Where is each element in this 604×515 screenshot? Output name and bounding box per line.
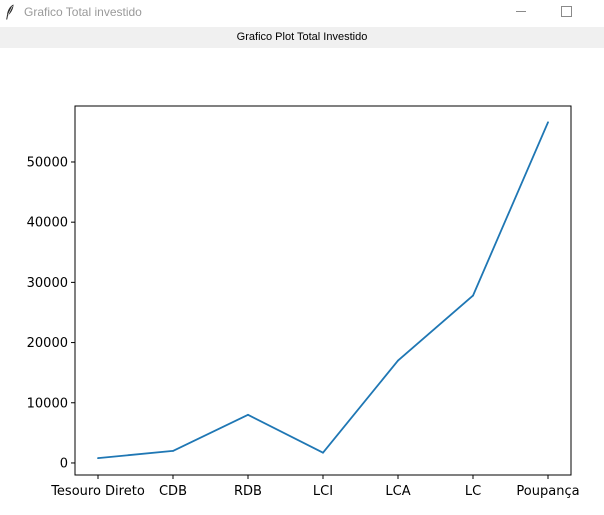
minimize-button[interactable] xyxy=(498,0,544,25)
y-tick-label: 10000 xyxy=(27,396,68,411)
x-tick-label: RDB xyxy=(234,484,262,499)
x-tick-label: LC xyxy=(465,484,481,499)
x-tick-label: LCA xyxy=(385,484,410,499)
series-line xyxy=(97,121,549,459)
line-chart: 0 10000 20000 30000 40000 50000 Tesouro Direto… xyxy=(27,105,580,499)
plot-frame xyxy=(74,105,572,476)
window-title: Grafico Total investido xyxy=(24,5,142,19)
data-point xyxy=(322,451,324,454)
data-point xyxy=(247,413,249,416)
title-bar[interactable]: Grafico Total investido xyxy=(0,0,604,25)
maximize-icon xyxy=(561,6,572,17)
x-tick-label: LCI xyxy=(313,484,333,499)
y-tick-label: 0 xyxy=(60,456,68,471)
x-tick-label: CDB xyxy=(159,484,187,499)
y-tick-label: 50000 xyxy=(27,155,68,170)
data-point xyxy=(172,450,174,452)
y-tick-label: 40000 xyxy=(27,216,68,231)
minimize-icon xyxy=(516,11,526,12)
header-label: Grafico Plot Total Investido xyxy=(236,31,368,43)
data-point xyxy=(397,359,399,362)
data-point xyxy=(547,121,549,124)
x-tick-label: Poupança xyxy=(516,484,579,499)
feather-icon xyxy=(6,4,14,20)
y-tick-label: 30000 xyxy=(27,276,68,291)
data-point xyxy=(97,457,99,460)
x-tick-label: Tesouro Direto xyxy=(50,484,145,499)
data-point xyxy=(472,294,474,297)
y-tick-label: 20000 xyxy=(27,336,68,351)
maximize-button[interactable] xyxy=(544,0,590,25)
chart-area: 0 10000 20000 30000 40000 50000 Tesouro Direto… xyxy=(0,48,604,515)
header-label-bar: Grafico Plot Total Investido xyxy=(0,27,604,48)
